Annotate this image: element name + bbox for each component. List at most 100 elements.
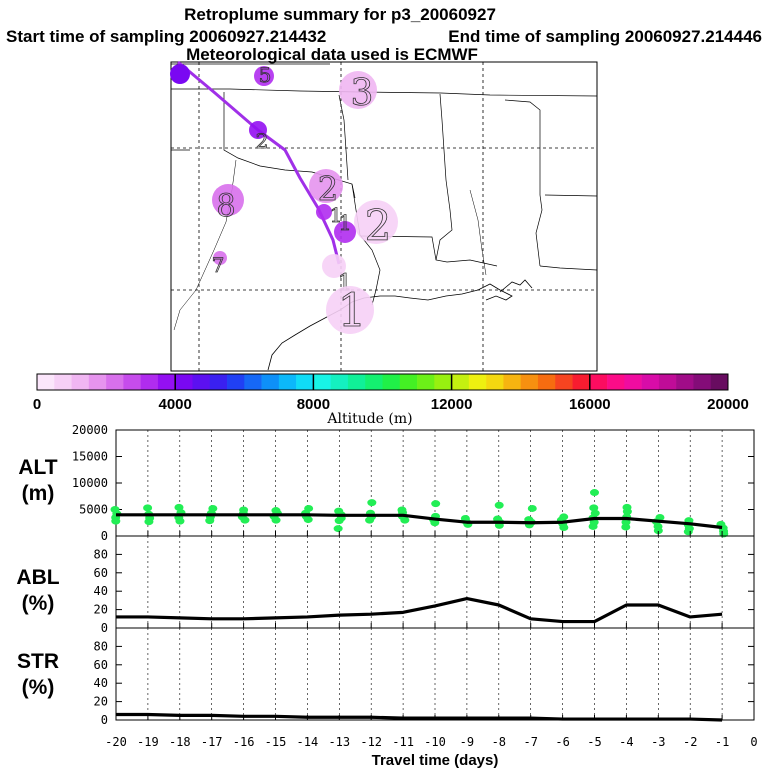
x-tick-label: -16 <box>233 735 255 749</box>
x-tick-label: -15 <box>265 735 287 749</box>
altitude-dot <box>367 499 376 506</box>
colorbar-swatch <box>54 374 72 390</box>
origin-marker <box>170 64 190 84</box>
colorbar-swatch <box>279 374 297 390</box>
colorbar-tick-label: 12000 <box>431 396 473 413</box>
y-tick-label: 0 <box>101 621 108 635</box>
panel-alt: 05000100001500020000ALT(m) <box>18 423 754 543</box>
altitude-dot <box>589 504 598 511</box>
colorbar-swatch <box>348 374 366 390</box>
colorbar-swatch <box>452 374 470 390</box>
colorbar-swatch <box>590 374 608 390</box>
x-tick-label: -12 <box>360 735 382 749</box>
altitude-dot <box>559 513 568 520</box>
colorbar-swatch <box>503 374 521 390</box>
y-tick-label: 20 <box>94 695 108 709</box>
colorbar-swatch <box>192 374 210 390</box>
colorbar-swatch <box>521 374 539 390</box>
colorbar-swatch <box>175 374 193 390</box>
altitude-dot <box>239 507 248 514</box>
colorbar-swatch <box>642 374 660 390</box>
altitude-dot <box>111 506 120 513</box>
x-tick-label: -2 <box>683 735 697 749</box>
panel-label: ABL <box>16 566 59 589</box>
cluster-label: 5 <box>259 63 272 87</box>
cluster-label: 1 <box>337 284 366 337</box>
colorbar-swatch <box>538 374 556 390</box>
cluster-label: 1 <box>338 211 351 235</box>
x-tick-label: -4 <box>619 735 633 749</box>
colorbar-swatch <box>555 374 573 390</box>
colorbar-swatch <box>106 374 124 390</box>
x-tick-label: -17 <box>201 735 223 749</box>
panel-label: (%) <box>22 592 55 615</box>
colorbar-tick-label: 16000 <box>569 396 611 413</box>
y-tick-label: 20 <box>94 603 108 617</box>
altitude-dot <box>528 505 537 512</box>
colorbar-swatch <box>624 374 642 390</box>
altitude-dot <box>397 507 406 514</box>
altitude-dot <box>304 505 313 512</box>
colorbar-swatch <box>383 374 401 390</box>
colorbar-swatch <box>227 374 245 390</box>
y-tick-label: 10000 <box>72 476 108 490</box>
colorbar-swatch <box>123 374 141 390</box>
colorbar-swatch <box>469 374 487 390</box>
y-tick-label: 60 <box>94 658 108 672</box>
x-tick-label: -19 <box>137 735 159 749</box>
y-tick-label: 40 <box>94 676 108 690</box>
x-tick-label: -3 <box>651 735 665 749</box>
colorbar-swatch <box>141 374 159 390</box>
y-tick-label: 0 <box>101 529 108 543</box>
x-tick-label: -7 <box>523 735 537 749</box>
time-series-panels: 05000100001500020000ALT(m)020406080ABL(%… <box>16 423 757 768</box>
y-tick-label: 80 <box>94 547 108 561</box>
x-tick-label: -20 <box>105 735 127 749</box>
y-tick-label: 15000 <box>72 450 108 464</box>
altitude-dot <box>143 504 152 511</box>
colorbar-tick-label: 4000 <box>159 396 192 413</box>
colorbar-swatch <box>210 374 228 390</box>
x-tick-label: -14 <box>297 735 319 749</box>
colorbar-swatch <box>89 374 107 390</box>
colorbar-tick-label: 8000 <box>297 396 330 413</box>
colorbar-swatch <box>486 374 504 390</box>
altitude-dot <box>590 489 599 496</box>
altitude-dot <box>208 505 217 512</box>
panel-label: (m) <box>22 482 55 505</box>
colorbar-swatch <box>711 374 729 390</box>
colorbar-swatch <box>313 374 331 390</box>
altitude-dot <box>334 525 343 532</box>
y-tick-label: 60 <box>94 566 108 580</box>
series-line <box>116 599 722 622</box>
panel-label: STR <box>17 650 59 673</box>
series-line <box>116 714 722 720</box>
y-tick-label: 0 <box>101 713 108 727</box>
x-tick-label: -10 <box>424 735 446 749</box>
altitude-dot <box>431 500 440 507</box>
panel-label: ALT <box>18 456 57 479</box>
colorbar-swatch <box>72 374 90 390</box>
colorbar-swatch <box>365 374 383 390</box>
colorbar-tick-label: 0 <box>33 396 41 413</box>
y-tick-label: 80 <box>94 639 108 653</box>
cluster-label: 3 <box>351 72 374 114</box>
colorbar-swatch <box>607 374 625 390</box>
cluster-label: 2 <box>256 129 269 153</box>
y-tick-label: 20000 <box>72 423 108 437</box>
colorbar-title: Altitude (m) <box>326 411 412 427</box>
colorbar-swatch <box>262 374 280 390</box>
colorbar-swatch <box>244 374 262 390</box>
panel-label: (%) <box>22 676 55 699</box>
altitude-dot <box>174 504 183 511</box>
colorbar-swatch <box>296 374 314 390</box>
panel-abl: 0 20 40 60 80 ABL (%) <box>16 536 754 635</box>
map-panel: 5 3228 1 27111 <box>170 62 597 371</box>
meteo-label: Meteorological data used is ECMWF <box>186 45 478 64</box>
x-tick-label: -18 <box>169 735 191 749</box>
x-tick-label: 0 <box>750 735 757 749</box>
x-tick-label: -8 <box>492 735 506 749</box>
retroplume-figure: Retroplume summary for p3_20060927 Start… <box>0 0 768 768</box>
colorbar-swatch <box>573 374 591 390</box>
cluster-label: 2 <box>365 201 392 250</box>
